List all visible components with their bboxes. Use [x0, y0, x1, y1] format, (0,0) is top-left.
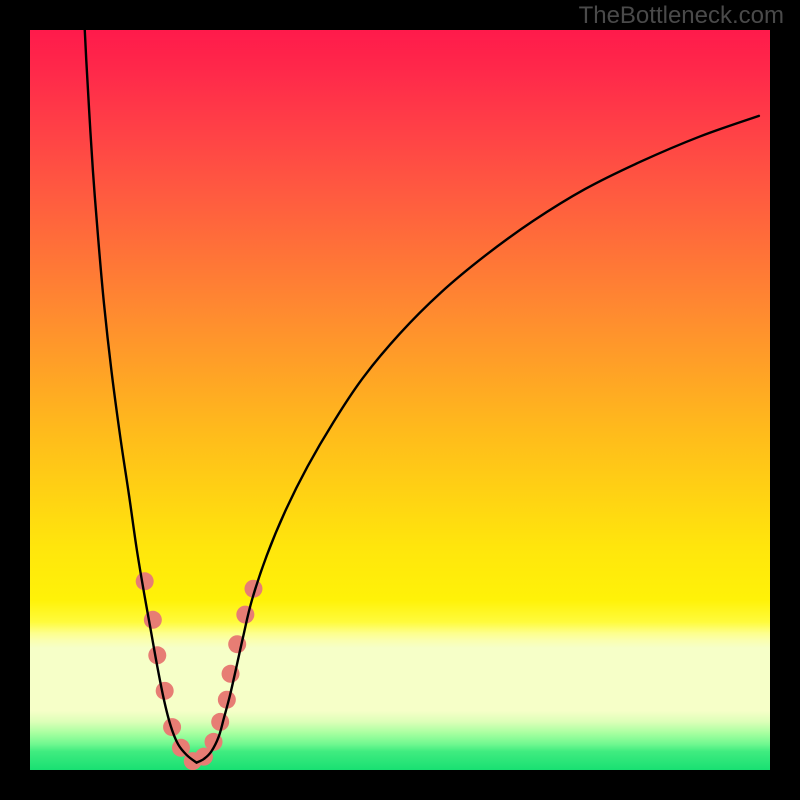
data-marker [236, 606, 254, 624]
data-marker [136, 572, 154, 590]
curve-right [197, 116, 759, 763]
data-marker [156, 682, 174, 700]
curve-left [85, 30, 197, 763]
data-markers [136, 572, 263, 770]
chart-container: TheBottleneck.com [0, 0, 800, 800]
chart-frame [0, 0, 800, 800]
plot-area [30, 30, 770, 770]
watermark-text: TheBottleneck.com [579, 2, 784, 30]
curve-layer [30, 30, 770, 770]
